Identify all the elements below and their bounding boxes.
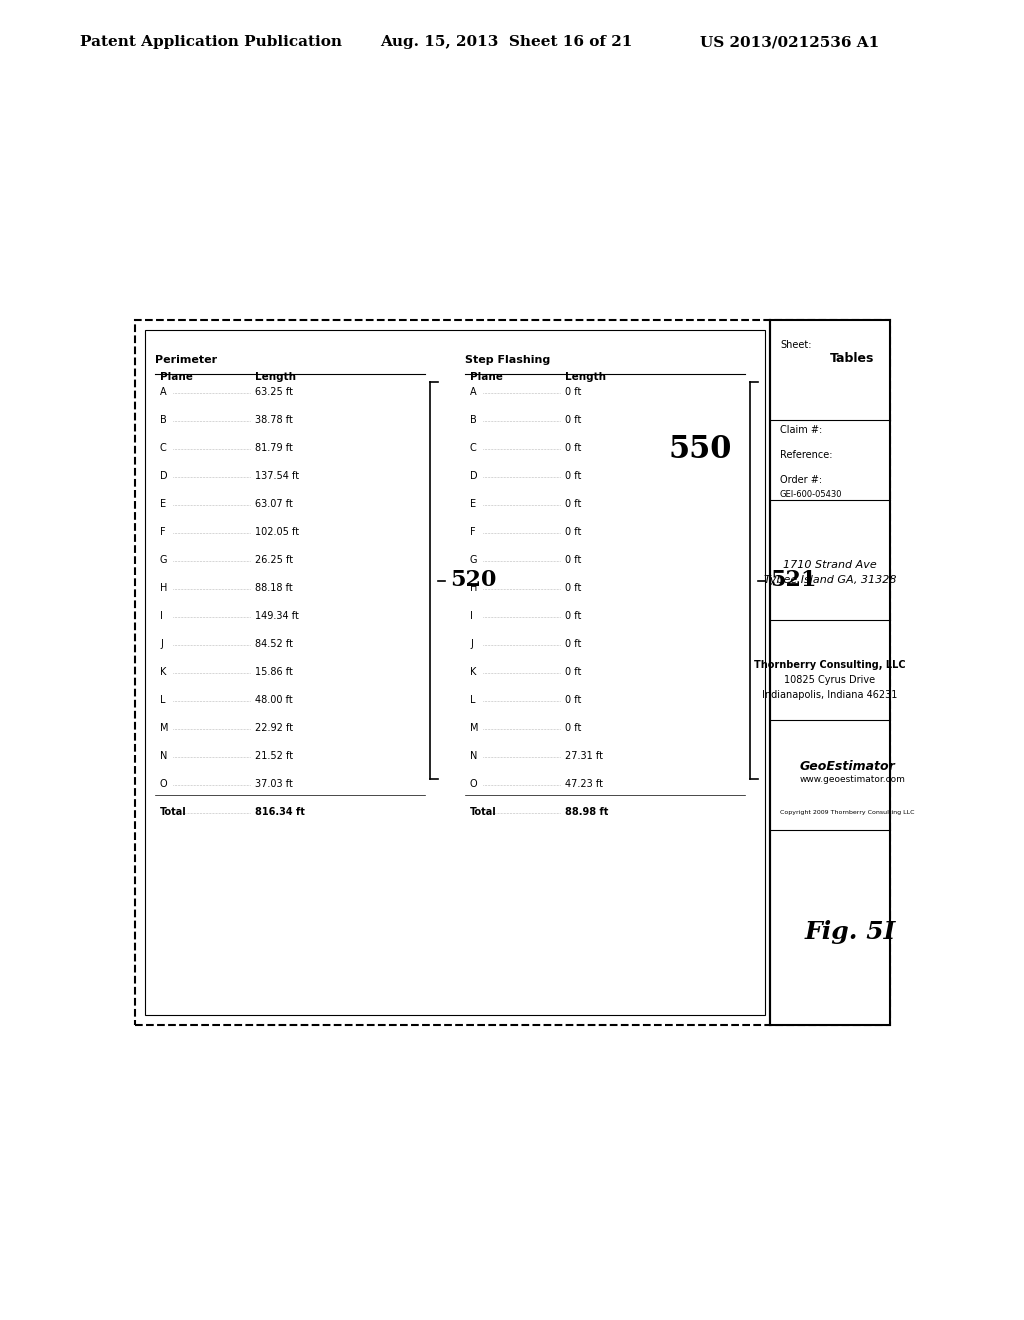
Text: Length: Length <box>565 372 606 381</box>
Text: 0 ft: 0 ft <box>565 499 582 510</box>
Text: H: H <box>160 583 167 593</box>
Text: 0 ft: 0 ft <box>565 527 582 537</box>
Text: 63.25 ft: 63.25 ft <box>255 387 293 397</box>
Text: 0 ft: 0 ft <box>565 723 582 733</box>
Text: L: L <box>160 696 166 705</box>
Text: 0 ft: 0 ft <box>565 387 582 397</box>
Text: GeoEstimator: GeoEstimator <box>800 760 896 774</box>
Text: Patent Application Publication: Patent Application Publication <box>80 36 342 49</box>
Text: www.geoestimator.com: www.geoestimator.com <box>800 775 906 784</box>
Text: 0 ft: 0 ft <box>565 696 582 705</box>
Text: 550: 550 <box>669 434 732 466</box>
FancyBboxPatch shape <box>145 330 765 1015</box>
Text: 22.92 ft: 22.92 ft <box>255 723 293 733</box>
Text: G: G <box>160 554 168 565</box>
Text: 81.79 ft: 81.79 ft <box>255 444 293 453</box>
Text: 21.52 ft: 21.52 ft <box>255 751 293 762</box>
Text: H: H <box>470 583 477 593</box>
Text: O: O <box>160 779 168 789</box>
Text: F: F <box>160 527 166 537</box>
Text: K: K <box>470 667 476 677</box>
Text: Tables: Tables <box>830 352 874 366</box>
Text: 27.31 ft: 27.31 ft <box>565 751 603 762</box>
Text: M: M <box>470 723 478 733</box>
Text: US 2013/0212536 A1: US 2013/0212536 A1 <box>700 36 880 49</box>
Text: GEI-600-05430: GEI-600-05430 <box>780 490 843 499</box>
Text: 47.23 ft: 47.23 ft <box>565 779 603 789</box>
Text: Fig. 5I: Fig. 5I <box>804 920 896 944</box>
Text: 0 ft: 0 ft <box>565 583 582 593</box>
Text: 0 ft: 0 ft <box>565 554 582 565</box>
Text: 88.98 ft: 88.98 ft <box>565 807 608 817</box>
Text: 84.52 ft: 84.52 ft <box>255 639 293 649</box>
Text: L: L <box>470 696 475 705</box>
Text: 0 ft: 0 ft <box>565 414 582 425</box>
Text: E: E <box>470 499 476 510</box>
Text: Thornberry Consulting, LLC: Thornberry Consulting, LLC <box>755 660 906 671</box>
FancyBboxPatch shape <box>770 319 890 1026</box>
Text: 149.34 ft: 149.34 ft <box>255 611 299 620</box>
Text: 10825 Cyrus Drive: 10825 Cyrus Drive <box>784 675 876 685</box>
Text: B: B <box>470 414 477 425</box>
Text: C: C <box>160 444 167 453</box>
Text: Total: Total <box>470 807 497 817</box>
Text: N: N <box>160 751 167 762</box>
Text: A: A <box>470 387 476 397</box>
Text: O: O <box>470 779 477 789</box>
Text: 0 ft: 0 ft <box>565 471 582 480</box>
Text: Plane: Plane <box>160 372 193 381</box>
Text: F: F <box>470 527 475 537</box>
Text: D: D <box>160 471 168 480</box>
Text: J: J <box>470 639 473 649</box>
Text: G: G <box>470 554 477 565</box>
Text: A: A <box>160 387 167 397</box>
Text: Plane: Plane <box>470 372 503 381</box>
Text: K: K <box>160 667 166 677</box>
Text: 816.34 ft: 816.34 ft <box>255 807 305 817</box>
Text: Tybee Island GA, 31328: Tybee Island GA, 31328 <box>764 576 896 585</box>
Text: E: E <box>160 499 166 510</box>
FancyBboxPatch shape <box>135 319 890 1026</box>
Text: Sheet:: Sheet: <box>780 341 811 350</box>
Text: 521: 521 <box>770 569 816 591</box>
Text: Perimeter: Perimeter <box>155 355 217 366</box>
Text: Copyright 2009 Thornberry Consulting LLC: Copyright 2009 Thornberry Consulting LLC <box>780 810 914 814</box>
Text: Indianapolis, Indiana 46231: Indianapolis, Indiana 46231 <box>762 690 898 700</box>
Text: 520: 520 <box>450 569 497 591</box>
Text: Step Flashing: Step Flashing <box>465 355 550 366</box>
Text: 37.03 ft: 37.03 ft <box>255 779 293 789</box>
Text: 102.05 ft: 102.05 ft <box>255 527 299 537</box>
Text: C: C <box>470 444 477 453</box>
Text: 0 ft: 0 ft <box>565 444 582 453</box>
Text: Total: Total <box>160 807 186 817</box>
Text: 26.25 ft: 26.25 ft <box>255 554 293 565</box>
Text: B: B <box>160 414 167 425</box>
Text: 63.07 ft: 63.07 ft <box>255 499 293 510</box>
Text: Aug. 15, 2013  Sheet 16 of 21: Aug. 15, 2013 Sheet 16 of 21 <box>380 36 633 49</box>
Text: 1710 Strand Ave: 1710 Strand Ave <box>783 560 877 570</box>
Text: 0 ft: 0 ft <box>565 667 582 677</box>
Text: 88.18 ft: 88.18 ft <box>255 583 293 593</box>
Text: Length: Length <box>255 372 296 381</box>
Text: 38.78 ft: 38.78 ft <box>255 414 293 425</box>
Text: Reference:: Reference: <box>780 450 833 459</box>
Text: D: D <box>470 471 477 480</box>
Text: M: M <box>160 723 169 733</box>
Text: N: N <box>470 751 477 762</box>
Text: 0 ft: 0 ft <box>565 639 582 649</box>
Text: 48.00 ft: 48.00 ft <box>255 696 293 705</box>
Text: 15.86 ft: 15.86 ft <box>255 667 293 677</box>
Text: 0 ft: 0 ft <box>565 611 582 620</box>
Text: Claim #:: Claim #: <box>780 425 822 436</box>
Text: J: J <box>160 639 163 649</box>
Text: I: I <box>160 611 163 620</box>
Text: Order #:: Order #: <box>780 475 822 484</box>
Text: I: I <box>470 611 473 620</box>
Text: 137.54 ft: 137.54 ft <box>255 471 299 480</box>
